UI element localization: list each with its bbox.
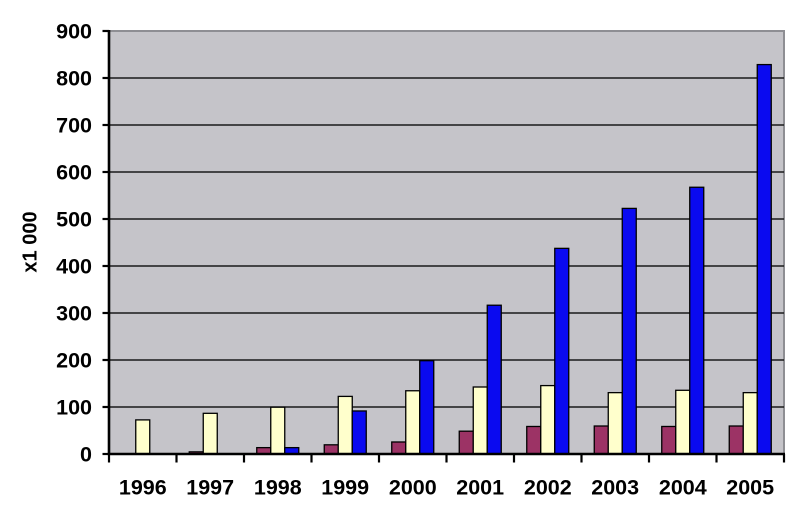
svg-text:200: 200	[56, 349, 92, 373]
svg-text:2005: 2005	[726, 476, 774, 500]
svg-text:1999: 1999	[321, 476, 369, 500]
svg-text:100: 100	[56, 396, 92, 420]
svg-text:1997: 1997	[186, 476, 234, 500]
svg-text:400: 400	[56, 255, 92, 279]
svg-text:500: 500	[56, 208, 92, 232]
svg-text:2004: 2004	[659, 476, 707, 500]
svg-text:2001: 2001	[456, 476, 504, 500]
svg-text:600: 600	[56, 161, 92, 185]
svg-text:700: 700	[56, 114, 92, 138]
svg-text:2002: 2002	[524, 476, 572, 500]
svg-text:x1 000: x1 000	[20, 211, 42, 272]
svg-text:300: 300	[56, 302, 92, 326]
svg-text:900: 900	[56, 20, 92, 44]
svg-text:0: 0	[80, 443, 92, 467]
svg-text:800: 800	[56, 67, 92, 91]
svg-text:1998: 1998	[254, 476, 302, 500]
svg-text:1996: 1996	[119, 476, 167, 500]
svg-text:2003: 2003	[591, 476, 639, 500]
svg-text:2000: 2000	[389, 476, 437, 500]
